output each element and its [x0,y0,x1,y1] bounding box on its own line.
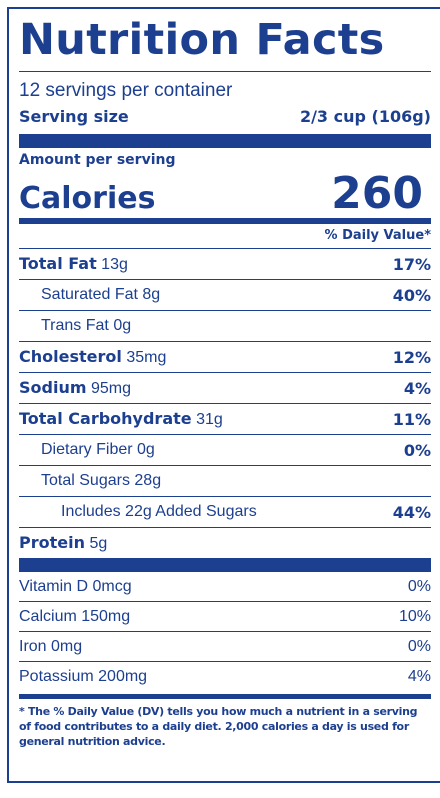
nutrient-amount: 35mg [126,349,167,366]
servings-per-container: 12 servings per container [19,80,233,101]
nutrient-row-total-sugars: Total Sugars 28g [19,465,431,496]
calories-value: 260 [331,168,423,219]
nutrient-row-total-fat: Total Fat 13g 17% [19,248,431,279]
nutrient-row-sodium: Sodium 95mg 4% [19,372,431,403]
nutrient-name: Dietary Fiber [41,441,133,458]
nutrient-row-added-sugars: Includes 22g Added Sugars 44% [19,496,431,527]
nutrient-dv: 17% [392,254,431,274]
vitamin-row-calcium: Calcium 150mg 10% [19,602,431,632]
nutrient-dv: 11% [392,409,431,429]
title-divider [19,71,431,72]
vitamin-label: Vitamin D 0mcg [19,577,132,595]
nutrient-amount: 31g [196,411,223,428]
vitamin-label: Potassium 200mg [19,668,148,685]
serving-size-value: 2/3 cup (106g) [299,107,431,126]
nutrient-name: Total Sugars [41,472,130,489]
nutrient-name: Total Fat [19,254,97,273]
nutrient-amount: 13g [101,256,128,273]
nutrient-amount: 95mg [90,380,131,397]
vitamin-dv: 0% [407,637,431,655]
nutrient-dv: 44% [392,502,431,522]
medium-divider [19,218,431,224]
nutrient-amount: 8g [142,286,161,303]
nutrient-row-cholesterol: Cholesterol 35mg 12% [19,341,431,372]
vitamins-divider [19,558,431,572]
nutrient-name: Total Carbohydrate [19,409,192,428]
nutrient-amount: 5g [89,535,108,552]
vitamin-label: Iron 0mg [19,637,83,655]
nutrient-row-dietary-fiber: Dietary Fiber 0g 0% [19,434,431,465]
nutrient-dv: 40% [392,285,431,305]
label-title: Nutrition Facts [19,15,385,65]
nutrient-amount: 0g [137,441,155,458]
nutrient-amount: 28g [134,472,162,489]
vitamin-dv: 10% [398,607,431,625]
calories-row: Calories 260 [19,170,431,218]
amount-per-serving: Amount per serving [19,152,176,168]
serving-size-row: Serving size 2/3 cup (106g) [19,104,431,130]
vitamin-row-vitamin-d: Vitamin D 0mcg 0% [19,572,431,602]
calories-label: Calories [19,181,156,216]
nutrient-row-total-carbohydrate: Total Carbohydrate 31g 11% [19,403,431,434]
vitamin-row-potassium: Potassium 200mg 4% [19,662,431,692]
nutrient-name: Cholesterol [19,347,122,366]
nutrient-dv: 12% [392,347,431,367]
nutrient-name: Includes 22g Added Sugars [61,503,257,520]
footnote-divider [19,694,431,699]
serving-size-label: Serving size [19,107,129,126]
daily-value-header: % Daily Value* [324,228,431,243]
nutrient-row-saturated-fat: Saturated Fat 8g 40% [19,279,431,310]
vitamin-dv: 4% [407,668,431,685]
nutrition-facts-label: Nutrition Facts 12 servings per containe… [7,7,440,783]
vitamin-dv: 0% [407,577,431,595]
nutrient-name: Saturated Fat [41,286,138,303]
vitamin-label: Calcium 150mg [19,607,131,625]
nutrient-row-protein: Protein 5g [19,527,431,558]
nutrient-dv: 0% [403,440,431,460]
nutrient-name: Sodium [19,378,87,397]
nutrient-dv: 4% [403,378,431,398]
nutrient-name: Protein [19,533,85,552]
thick-divider [19,134,431,148]
nutrient-row-trans-fat: Trans Fat 0g [19,310,431,341]
footnote: * The % Daily Value (DV) tells you how m… [19,705,418,748]
nutrient-amount: 0g [113,317,132,334]
vitamin-row-iron: Iron 0mg 0% [19,632,431,662]
nutrient-name: Trans Fat [41,317,109,334]
